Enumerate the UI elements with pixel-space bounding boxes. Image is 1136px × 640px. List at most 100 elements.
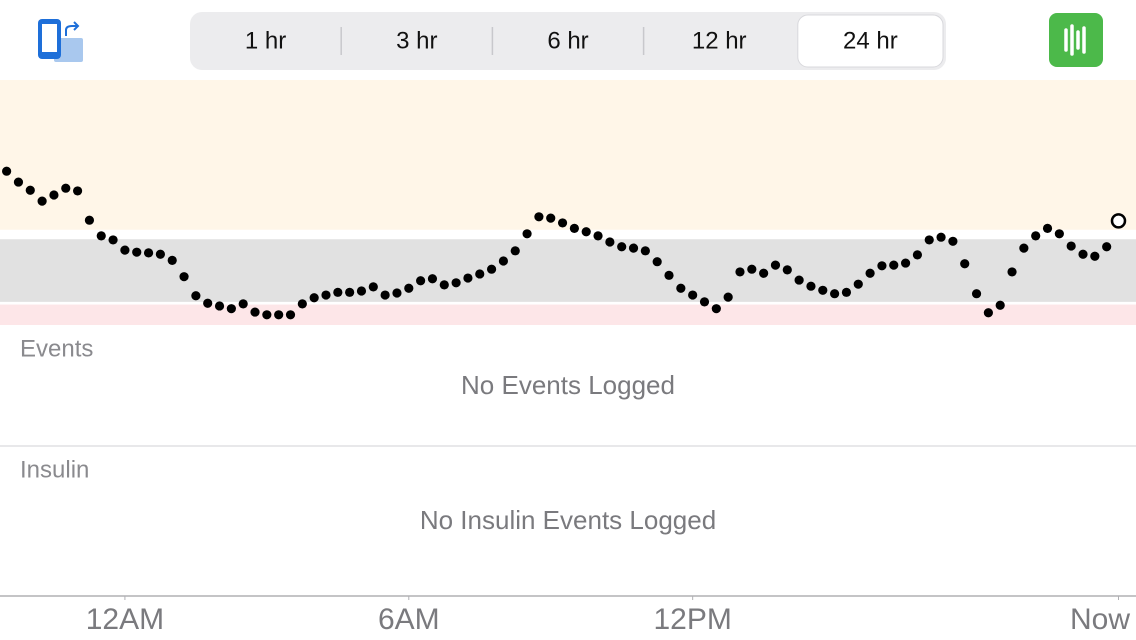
reading-dot [61,183,71,193]
reading-dot [486,264,497,274]
reading-dot [652,257,662,267]
reading-dot [25,185,35,195]
reading-dot [463,273,473,283]
reading-dot [640,246,650,256]
reading-dot [889,260,899,270]
reading-dot [818,285,828,295]
reading-dot [806,281,816,291]
reading-dot [345,287,355,297]
reading-dot [924,235,934,245]
reading-dot [309,293,319,303]
reading-dot [936,232,946,242]
reading-dot [841,287,852,297]
segment-label[interactable]: 1 hr [245,27,286,54]
empty-message: No Events Logged [461,370,675,400]
reading-dot [1102,242,1112,252]
reading-dot [569,223,579,233]
reading-dot [356,286,367,296]
reading-dot [557,218,568,228]
reading-dot [688,290,698,300]
reading-dot [439,280,449,290]
reading-dot [285,310,296,320]
reading-dot [747,264,757,274]
reading-dot [510,246,520,256]
icon-back [54,38,83,62]
reading-dot [143,248,154,258]
reading-dot [971,289,982,299]
reading-dot [664,270,674,280]
reading-dot [770,260,781,270]
reading-dot [830,289,840,299]
segment-label[interactable]: 6 hr [547,27,588,54]
reading-dot [416,276,426,286]
reading-dot [960,259,970,269]
reading-dot [297,299,307,309]
reading-dot [72,186,83,196]
reading-dot [214,301,225,311]
reading-dot [546,213,556,223]
current-reading [1110,213,1127,229]
range-band [0,80,1136,230]
range-band [0,239,1136,302]
reading-dot [13,177,24,187]
reading-dot [794,275,804,285]
section-title: Events [20,335,93,362]
reading-dot [203,298,213,308]
reading-dot [368,282,378,292]
reading-dot [226,304,236,314]
range-band [0,304,1136,325]
reading-dot [498,256,509,266]
reading-dot [96,231,106,241]
reading-dot [179,272,189,282]
reading-dot [392,288,402,298]
reading-dot [617,242,627,252]
reading-dot [759,268,769,278]
x-tick-label: 12PM [653,603,731,636]
x-tick-label: 12AM [86,603,164,636]
reading-dot [983,308,993,318]
reading-dot [735,267,745,277]
reading-dot [699,297,710,307]
icon-screen [42,24,57,52]
reading-dot [120,245,130,255]
x-tick-label: Now [1070,603,1130,636]
segment-label[interactable]: 3 hr [396,27,437,54]
reading-dot [782,265,792,275]
reading-dot [900,258,911,268]
reading-dot [49,190,59,200]
reading-dot [1019,243,1029,253]
reading-dot [723,292,733,302]
reading-dot [238,299,248,309]
x-tick-label: 6AM [378,603,440,636]
segment-label[interactable]: 24 hr [843,27,898,54]
reading-dot [676,283,686,293]
reading-dot [628,243,639,253]
rotate-icon[interactable] [38,19,83,62]
segmented-control [190,12,946,70]
reading-dot [593,231,603,241]
reading-dot [380,290,390,300]
reading-dot [2,166,12,176]
reading-dot [191,291,201,301]
reading-dot [581,227,591,237]
reading-dot [1031,231,1041,241]
reading-dot [522,229,532,239]
reading-dot [995,300,1005,310]
button-glyph [1064,24,1086,56]
reading-dot [475,269,485,279]
reading-dot [853,279,863,289]
reading-dot [948,236,958,246]
reading-dot [84,215,95,225]
reading-dot [1007,267,1017,277]
reading-dot [1066,241,1076,251]
icon-arrow [65,21,80,36]
reading-dot [167,255,177,265]
segment-label[interactable]: 12 hr [692,27,747,54]
reading-dot [250,307,260,317]
reading-dot [108,235,118,245]
reading-dot [1090,251,1100,261]
reading-dot [711,304,721,314]
reading-dot [865,268,875,278]
reading-dot [132,247,142,257]
stats-button[interactable] [1049,13,1103,67]
